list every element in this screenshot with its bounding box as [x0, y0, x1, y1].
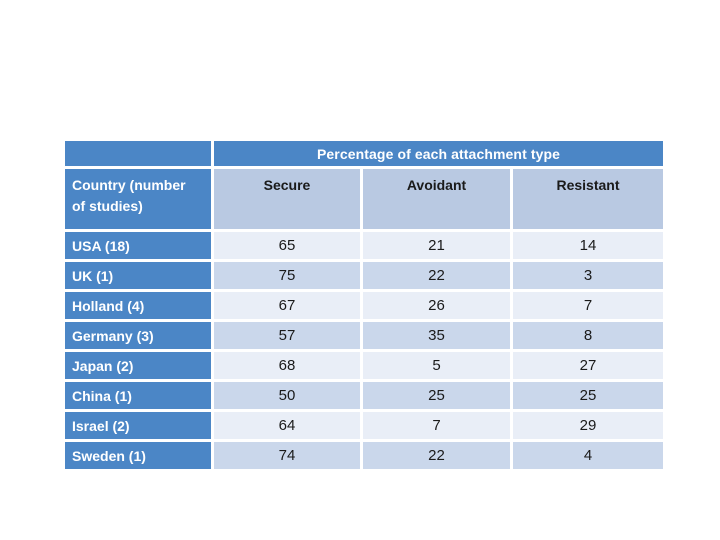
- value-cell: 50: [214, 382, 360, 409]
- value-cell: 7: [363, 412, 510, 439]
- country-cell: UK (1): [65, 262, 211, 289]
- value-cell: 14: [513, 232, 663, 259]
- value-cell: 64: [214, 412, 360, 439]
- value-cell: 8: [513, 322, 663, 349]
- country-cell: Israel (2): [65, 412, 211, 439]
- value-cell: 29: [513, 412, 663, 439]
- value-cell: 4: [513, 442, 663, 469]
- value-cell: 35: [363, 322, 510, 349]
- value-cell: 27: [513, 352, 663, 379]
- value-cell: 26: [363, 292, 510, 319]
- value-cell: 22: [363, 262, 510, 289]
- value-cell: 7: [513, 292, 663, 319]
- value-cell: 22: [363, 442, 510, 469]
- column-header-secure: Secure: [214, 169, 360, 229]
- attachment-type-table: Percentage of each attachment type Count…: [65, 141, 663, 469]
- value-cell: 25: [363, 382, 510, 409]
- table-corner-cell: [65, 141, 211, 166]
- table-title: Percentage of each attachment type: [214, 141, 663, 166]
- country-cell: Japan (2): [65, 352, 211, 379]
- column-header-avoidant: Avoidant: [363, 169, 510, 229]
- value-cell: 65: [214, 232, 360, 259]
- country-cell: Sweden (1): [65, 442, 211, 469]
- value-cell: 75: [214, 262, 360, 289]
- country-cell: China (1): [65, 382, 211, 409]
- row-header-label: Country (number of studies): [72, 177, 186, 214]
- value-cell: 3: [513, 262, 663, 289]
- value-cell: 5: [363, 352, 510, 379]
- value-cell: 68: [214, 352, 360, 379]
- value-cell: 74: [214, 442, 360, 469]
- country-cell: USA (18): [65, 232, 211, 259]
- value-cell: 25: [513, 382, 663, 409]
- country-cell: Holland (4): [65, 292, 211, 319]
- column-header-resistant: Resistant: [513, 169, 663, 229]
- value-cell: 21: [363, 232, 510, 259]
- row-header-cell: Country (number of studies): [65, 169, 211, 229]
- value-cell: 67: [214, 292, 360, 319]
- country-cell: Germany (3): [65, 322, 211, 349]
- value-cell: 57: [214, 322, 360, 349]
